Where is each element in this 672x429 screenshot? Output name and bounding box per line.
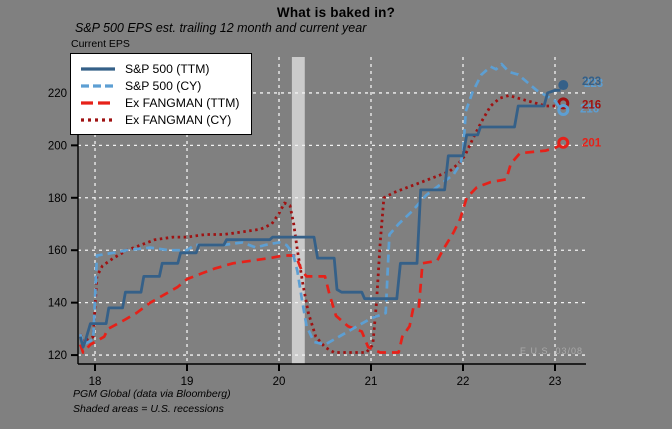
end-label: 216 <box>582 100 601 112</box>
end-marker-exfangman-ttm <box>557 136 570 149</box>
y-tick-label: 120 <box>48 350 67 362</box>
x-tick-label: 23 <box>549 376 562 388</box>
series-exfangman-cy <box>78 94 560 354</box>
end-marker-sp500-cy <box>557 103 570 116</box>
x-tick-label: 20 <box>273 376 286 388</box>
source-footnote: PGM Global (data via Bloomberg) <box>73 388 231 400</box>
y-axis-note: Current EPS <box>71 38 130 50</box>
y-tick-label: 180 <box>48 193 67 205</box>
series-sp500-cy <box>78 62 562 346</box>
y-tick-label: 220 <box>48 88 67 100</box>
legend-item-sp500-ttm: S&P 500 (TTM) <box>80 61 239 77</box>
chart-subtitle: S&P 500 EPS est. trailing 12 month and c… <box>75 21 367 35</box>
legend-item-sp500-cy: S&P 500 (CY) <box>80 78 239 94</box>
y-tick-label: 140 <box>48 298 67 310</box>
x-tick-label: 19 <box>181 376 194 388</box>
y-tick-label: 200 <box>48 140 67 152</box>
x-tick-label: 22 <box>457 376 470 388</box>
end-label-ghost: 216 <box>580 104 599 116</box>
chart-title: What is baked in? <box>276 5 396 20</box>
end-label: 201 <box>582 138 602 150</box>
series-sp500-ttm <box>78 88 561 349</box>
legend-label: S&P 500 (TTM) <box>125 62 210 76</box>
legend-item-exfangman-cy: Ex FANGMAN (CY) <box>80 112 239 128</box>
recession-footnote: Shaded areas = U.S. recessions <box>73 403 224 415</box>
end-marker-sp500-ttm <box>558 80 569 91</box>
watermark-stamp: E U.S. 03/08 <box>520 346 584 356</box>
x-tick-label: 18 <box>89 376 102 388</box>
legend-swatch-sp500-ttm <box>81 67 115 71</box>
legend-box: S&P 500 (TTM) S&P 500 (CY) Ex FANGMAN (TTM… <box>70 53 253 135</box>
x-tick-label: 21 <box>365 376 378 388</box>
end-label-ghost: 223 <box>584 78 603 90</box>
end-label: 223 <box>582 76 601 88</box>
recession-band <box>291 57 305 364</box>
legend-swatch-exfangman-cy <box>81 118 115 122</box>
legend-swatch-sp500-cy <box>81 84 115 88</box>
legend-swatch-exfangman-ttm <box>81 101 115 105</box>
end-marker-exfangman-cy <box>557 97 570 110</box>
y-tick-label: 160 <box>48 245 67 257</box>
legend-label: Ex FANGMAN (TTM) <box>125 96 240 110</box>
legend-item-exfangman-ttm: Ex FANGMAN (TTM) <box>80 95 239 111</box>
legend-label: S&P 500 (CY) <box>125 79 202 93</box>
series-exfangman-ttm <box>79 144 561 354</box>
legend-label: Ex FANGMAN (CY) <box>125 113 232 127</box>
